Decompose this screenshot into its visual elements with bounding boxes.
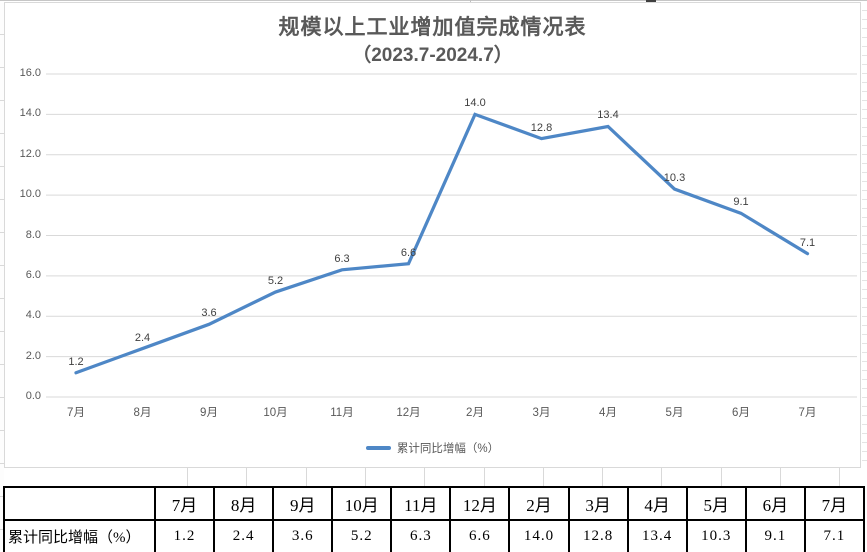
table-col-header[interactable]: 7月 — [153, 486, 216, 521]
sheet-gap-row — [4, 468, 867, 486]
sheet-column-gridline — [483, 468, 485, 486]
plot-area — [46, 73, 857, 398]
table-value-cell[interactable]: 5.2 — [331, 519, 393, 552]
x-axis-category-label: 6月 — [732, 407, 750, 419]
table-corner-cell[interactable] — [3, 486, 156, 521]
table-col-header[interactable]: 2月 — [508, 486, 570, 521]
data-point-label: 2.4 — [134, 331, 151, 344]
data-point-label: 6.3 — [334, 252, 350, 265]
data-point-label: 1.2 — [68, 355, 84, 368]
y-axis-tick-label: 4.0 — [25, 309, 41, 322]
x-axis-category-label: 4月 — [599, 407, 617, 419]
table-value-cell[interactable]: 10.3 — [685, 519, 747, 552]
y-axis-tick-label: 6.0 — [25, 268, 41, 281]
sheet-row-gridline — [0, 0, 867, 1]
table-col-header[interactable]: 12月 — [449, 486, 511, 521]
table-value-cell[interactable]: 12.8 — [567, 519, 629, 552]
sheet-column-gridline — [364, 468, 366, 486]
data-point-label: 7.1 — [799, 236, 816, 249]
y-axis-tick-label: 8.0 — [25, 228, 41, 241]
chart-title: 规模以上工业增加值完成情况表 — [278, 16, 587, 39]
table-value-cell[interactable]: 2.4 — [213, 519, 275, 552]
table-value-cell[interactable]: 9.1 — [744, 519, 806, 552]
table-col-header[interactable]: 10月 — [331, 486, 393, 521]
sheet-column-gridline — [839, 468, 841, 486]
data-point-label: 12.8 — [530, 121, 553, 134]
table-col-header[interactable]: 11月 — [390, 486, 452, 521]
x-axis-category-label: 5月 — [665, 407, 684, 419]
sheet-column-gridline — [720, 468, 722, 486]
table-value-cell[interactable]: 3.6 — [272, 519, 334, 552]
table-value-cell[interactable]: 7.1 — [803, 519, 866, 552]
data-point-label: 9.1 — [733, 196, 749, 209]
series-line[interactable] — [74, 112, 810, 375]
data-point-label: 14.0 — [464, 97, 486, 110]
sheet-column-gridline — [542, 468, 544, 486]
data-point-label: 3.6 — [201, 307, 217, 320]
table-col-header[interactable]: 4月 — [626, 486, 688, 521]
x-axis-category-label: 2月 — [466, 407, 484, 419]
sheet-column-gridline — [780, 468, 781, 486]
data-point-label: 5.2 — [267, 275, 284, 288]
data-point-label: 6.6 — [400, 246, 417, 259]
x-axis-category-label: 7月 — [798, 407, 817, 419]
table-value-cell[interactable]: 6.3 — [390, 519, 452, 552]
sheet-column-gridline — [187, 468, 188, 486]
y-axis-tick-label: 14.0 — [19, 107, 41, 120]
data-table: 7月 8月 9月 10月 11月 12月 2月 3月 4月 5月 6月 7月 累计同比增幅（%） 1.… — [3, 486, 866, 552]
table-value-cell[interactable]: 1.2 — [153, 519, 216, 552]
sheet-column-gridline — [424, 468, 426, 486]
table-col-header[interactable]: 3月 — [567, 486, 629, 521]
data-point-label: 13.4 — [597, 109, 619, 122]
table-row-header[interactable]: 累计同比增幅（%） — [3, 519, 156, 552]
sheet-column-gridline — [602, 468, 604, 486]
sheet-column-gridline — [470, 0, 471, 2]
y-axis-tick-label: 16.0 — [19, 67, 41, 79]
table-col-header[interactable]: 8月 — [213, 486, 275, 521]
sheet-column-gridline — [246, 468, 248, 486]
table-value-cell[interactable]: 14.0 — [508, 519, 570, 552]
legend: 累计同比增幅（%） — [5, 440, 860, 456]
table-value-cell[interactable]: 13.4 — [626, 519, 688, 552]
y-axis-tick-label: 2.0 — [25, 349, 41, 362]
x-axis-category-label: 12月 — [396, 407, 421, 419]
legend-line-swatch — [365, 446, 391, 450]
x-axis-category-label: 10月 — [263, 407, 288, 419]
x-axis-category-label: 3月 — [532, 407, 551, 419]
x-axis-category-label: 11月 — [330, 407, 354, 419]
data-point-label: 10.3 — [663, 172, 686, 185]
x-axis-category-label: 8月 — [133, 407, 152, 419]
table-col-header[interactable]: 5月 — [685, 486, 747, 521]
sheet-column-gridline — [305, 468, 307, 486]
chart-subtitle: （2023.7-2024.7） — [352, 45, 513, 66]
chart-object[interactable]: 规模以上工业增加值完成情况表 （2023.7-2024.7） 累计同比增幅（%）… — [4, 2, 861, 468]
table-value-row: 累计同比增幅（%） 1.2 2.4 3.6 5.2 6.3 6.6 14.0 12.8 13.4… — [3, 519, 866, 552]
sheet-left-gridlines — [0, 2, 4, 550]
sheet-column-gridline — [661, 468, 663, 486]
legend-label: 累计同比增幅（%） — [396, 443, 500, 455]
sheet-edge-mark — [646, 0, 656, 2]
table-col-header[interactable]: 6月 — [744, 486, 806, 521]
sheet-right-gridlines — [862, 2, 867, 468]
table-header-row: 7月 8月 9月 10月 11月 12月 2月 3月 4月 5月 6月 7月 — [3, 486, 866, 521]
table-col-header[interactable]: 9月 — [272, 486, 334, 521]
table-col-header[interactable]: 7月 — [803, 486, 866, 521]
x-axis-category-label: 9月 — [200, 407, 218, 419]
y-axis-tick-label: 10.0 — [19, 188, 41, 201]
y-axis-tick-label: 12.0 — [19, 147, 41, 160]
x-axis-category-label: 7月 — [67, 407, 85, 419]
y-axis-tick-label: 0.0 — [25, 390, 41, 402]
table-value-cell[interactable]: 6.6 — [449, 519, 511, 552]
